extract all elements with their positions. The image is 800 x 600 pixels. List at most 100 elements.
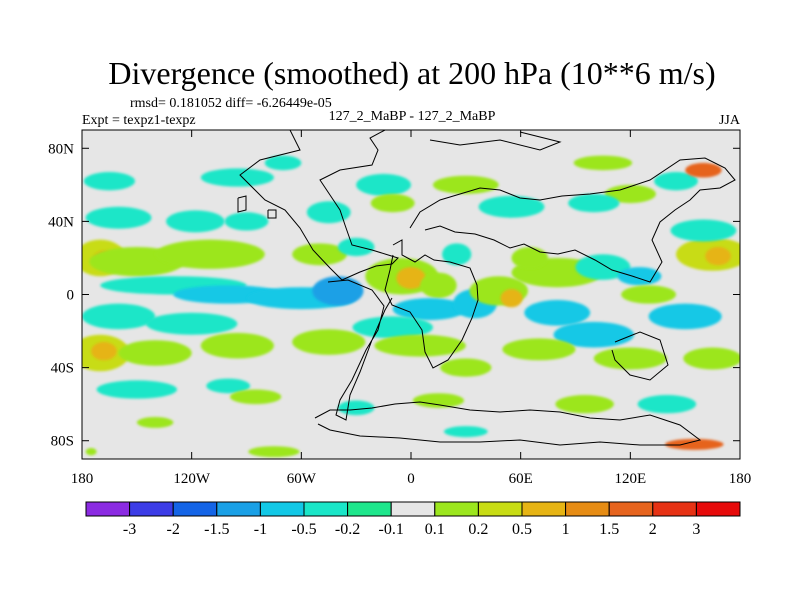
field-blob [155, 239, 265, 269]
colorbar-swatch [85, 501, 131, 517]
x-axis: 180 120W 60W 0 60E 120E 180 [71, 130, 751, 487]
field-blob [685, 162, 722, 178]
field-blob [648, 303, 722, 330]
field-blob [654, 172, 698, 191]
field-blob [443, 426, 488, 438]
colorbar-swatch [521, 501, 567, 517]
field-blob [206, 378, 251, 394]
field-blob [705, 246, 731, 266]
field-blob [478, 195, 545, 218]
colorbar-swatch [608, 501, 654, 517]
y-tick-label: 80S [51, 434, 74, 450]
field-blob [374, 334, 466, 357]
field-blob [412, 393, 465, 408]
colorbar: -3 -2 -1.5 -1 -0.5 -0.2 -0.1 0.1 0.2 0.5 1 1.5 2 3 [85, 501, 741, 538]
field-blob [621, 285, 677, 304]
field-blob [370, 193, 415, 213]
chart-title: Divergence (smoothed) at 200 hPa (10**6 … [108, 55, 715, 91]
field-blob [617, 267, 662, 286]
field-blob [568, 193, 620, 213]
field-blob [312, 276, 364, 306]
field-blob [118, 340, 192, 366]
colorbar-label: -3 [123, 521, 136, 538]
field-blob [200, 332, 274, 359]
divergence-field [82, 155, 740, 458]
field-blob [502, 338, 576, 361]
field-blob [337, 237, 375, 257]
colorbar-label: -0.5 [291, 521, 316, 538]
colorbar-label: -2 [167, 521, 180, 538]
field-blob [82, 303, 156, 330]
colorbar-label: 0.2 [468, 521, 488, 538]
field-blob [500, 289, 523, 308]
field-blob [85, 448, 97, 456]
field-blob [352, 316, 433, 339]
x-tick-label: 60E [509, 471, 533, 487]
field-blob [670, 219, 737, 242]
field-blob [200, 168, 274, 187]
field-blob [637, 395, 697, 414]
field-blob [292, 329, 366, 355]
field-blob [442, 243, 472, 266]
field-blob [665, 438, 724, 450]
colorbar-label: 0.5 [512, 521, 532, 538]
season-label: JJA [719, 113, 741, 128]
colorbar-label: 3 [692, 521, 700, 538]
colorbar-swatch [129, 501, 174, 517]
field-blob [356, 173, 412, 196]
coastlines [237, 130, 736, 446]
field-blob [136, 416, 174, 428]
x-tick-label: 60W [287, 471, 317, 487]
field-blob [593, 347, 667, 370]
field-blob [224, 212, 269, 231]
field-blob [83, 172, 136, 191]
y-tick-label: 80N [48, 141, 74, 157]
colorbar-label: 1 [562, 521, 570, 538]
field-blob [604, 184, 656, 204]
colorbar-swatch [477, 501, 523, 517]
field-blob [145, 312, 238, 335]
colorbar-swatch [565, 501, 610, 517]
x-tick-label: 120W [173, 471, 211, 487]
field-blob [396, 267, 426, 290]
colorbar-swatch [172, 501, 218, 517]
colorbar-swatch [652, 501, 697, 517]
field-blob [392, 298, 466, 321]
x-tick-label: 120E [614, 471, 646, 487]
field-blob [573, 155, 633, 171]
field-blob [553, 321, 634, 348]
stats-line: rmsd= 0.181052 diff= -6.26449e-05 [130, 96, 332, 111]
field-blob [511, 246, 549, 269]
field-blob [440, 358, 492, 377]
y-tick-label: 40N [48, 214, 74, 230]
field-blob [248, 446, 300, 458]
y-axis: 80N 40N 0 40S 80S [48, 141, 740, 450]
field-blob [683, 347, 740, 370]
colorbar-label: -1 [254, 521, 267, 538]
colorbar-label: 0.1 [425, 521, 445, 538]
colorbar-swatch [695, 501, 741, 517]
expt-label: Expt = texpz1-texpz [82, 113, 196, 128]
field-blob [420, 272, 457, 299]
field-blob [85, 206, 152, 229]
field-blob [524, 299, 591, 326]
field-blob [96, 380, 178, 399]
field-blob [230, 389, 282, 405]
center-label: 127_2_MaBP - 127_2_MaBP [329, 109, 496, 124]
field-blob [555, 395, 614, 414]
field-blob [91, 342, 117, 361]
colorbar-label: 1.5 [599, 521, 619, 538]
colorbar-swatch [303, 501, 349, 517]
field-blob [306, 201, 351, 224]
colorbar-swatch [390, 501, 436, 517]
field-blob [166, 210, 225, 233]
colorbar-swatch [434, 501, 479, 517]
y-tick-label: 0 [67, 288, 75, 304]
colorbar-label: -1.5 [204, 521, 229, 538]
colorbar-swatch [216, 501, 261, 517]
colorbar-label: 2 [649, 521, 657, 538]
field-blob [292, 243, 348, 266]
colorbar-label: -0.1 [379, 521, 404, 538]
colorbar-swatch [259, 501, 305, 517]
